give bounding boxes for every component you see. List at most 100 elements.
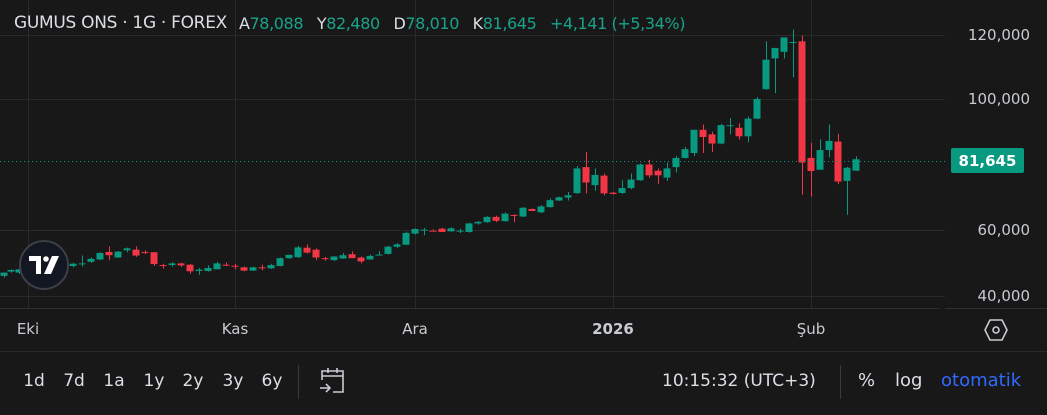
tradingview-logo-icon bbox=[29, 256, 59, 274]
candle bbox=[384, 245, 392, 255]
candle bbox=[834, 133, 842, 185]
candle bbox=[510, 214, 518, 223]
candle bbox=[501, 212, 509, 222]
toolbar-divider bbox=[298, 365, 299, 399]
ohlc-values: A78,088 Y82,480 D78,010 K81,645 +4,141 (… bbox=[239, 14, 685, 33]
candle bbox=[771, 47, 779, 94]
candle bbox=[735, 123, 743, 140]
chart-settings-button[interactable] bbox=[983, 318, 1009, 342]
chart-legend: GUMUS ONS · 1G · FOREX A78,088 Y82,480 D… bbox=[14, 10, 685, 36]
open-label: A bbox=[238, 13, 250, 33]
range-button-6y[interactable]: 6y bbox=[261, 371, 283, 391]
candle bbox=[357, 256, 365, 264]
candle bbox=[456, 228, 464, 233]
candle bbox=[555, 196, 563, 201]
calendar-goto-icon bbox=[320, 368, 344, 393]
candle bbox=[717, 123, 725, 145]
candle bbox=[411, 228, 419, 235]
candle bbox=[582, 152, 590, 194]
hexagon-settings-icon bbox=[984, 319, 1008, 341]
candle bbox=[528, 208, 536, 212]
candle bbox=[645, 159, 653, 178]
candle bbox=[843, 166, 851, 215]
candle bbox=[447, 227, 455, 232]
candle bbox=[627, 173, 635, 190]
candle bbox=[339, 252, 347, 259]
time-tick: 2026 bbox=[592, 320, 634, 338]
candle bbox=[114, 250, 122, 258]
candle bbox=[321, 256, 329, 261]
candle bbox=[348, 251, 356, 259]
candle bbox=[105, 246, 113, 261]
goto-date-button[interactable] bbox=[318, 366, 350, 396]
candle bbox=[222, 262, 230, 267]
candle bbox=[546, 198, 554, 208]
range-button-1d[interactable]: 1d bbox=[23, 371, 45, 391]
change-value: +4,141 (+5,34%) bbox=[550, 13, 686, 33]
candle bbox=[78, 255, 86, 267]
range-button-3y[interactable]: 3y bbox=[222, 371, 244, 391]
log-scale-toggle[interactable]: log bbox=[895, 370, 923, 391]
candle bbox=[852, 156, 860, 172]
range-button-1a[interactable]: 1a bbox=[103, 371, 125, 391]
candle bbox=[186, 264, 194, 274]
price-tick: 60,000 bbox=[977, 221, 1031, 239]
timezone-clock[interactable]: 10:15:32 (UTC+3) bbox=[662, 371, 816, 391]
range-button-1y[interactable]: 1y bbox=[143, 371, 165, 391]
percent-scale-toggle[interactable]: % bbox=[858, 370, 876, 391]
candle bbox=[573, 166, 581, 194]
candle bbox=[0, 272, 8, 278]
candle bbox=[474, 221, 482, 225]
candle bbox=[375, 250, 383, 256]
candle bbox=[69, 262, 77, 268]
candle bbox=[483, 216, 491, 223]
last-price-tag: 81,645 bbox=[951, 148, 1024, 173]
candle bbox=[654, 168, 662, 184]
candle bbox=[591, 168, 599, 191]
candle bbox=[195, 267, 203, 275]
candles bbox=[0, 29, 860, 278]
candle bbox=[609, 192, 617, 195]
candle bbox=[258, 264, 266, 271]
candle bbox=[519, 207, 527, 217]
candle bbox=[744, 116, 752, 143]
candle bbox=[465, 222, 473, 233]
candle bbox=[249, 266, 257, 271]
candle bbox=[672, 155, 680, 173]
candle bbox=[600, 173, 608, 196]
candle bbox=[123, 247, 131, 253]
candle bbox=[429, 229, 437, 232]
close-label: K bbox=[472, 13, 483, 33]
candle bbox=[267, 263, 275, 269]
candle bbox=[753, 97, 761, 120]
time-tick: Ara bbox=[402, 320, 428, 338]
candle bbox=[420, 228, 428, 236]
time-tick: Şub bbox=[796, 320, 826, 338]
candle bbox=[285, 254, 293, 259]
candle bbox=[636, 163, 644, 181]
high-label: Y bbox=[316, 13, 327, 33]
time-tick: Eki bbox=[16, 320, 40, 338]
tradingview-logo[interactable] bbox=[19, 240, 69, 290]
price-tick: 100,000 bbox=[967, 90, 1030, 108]
candle bbox=[276, 257, 284, 267]
candle bbox=[87, 257, 95, 263]
range-button-2y[interactable]: 2y bbox=[182, 371, 204, 391]
candle bbox=[402, 231, 410, 246]
candle bbox=[213, 261, 221, 270]
low-value: 78,010 bbox=[405, 13, 459, 33]
candle bbox=[537, 205, 545, 213]
candle bbox=[168, 262, 176, 267]
candlestick-chart[interactable] bbox=[0, 0, 1047, 351]
range-button-7d[interactable]: 7d bbox=[63, 371, 85, 391]
auto-scale-toggle[interactable]: otomatik bbox=[941, 370, 1022, 391]
symbol-title[interactable]: GUMUS ONS · 1G · FOREX bbox=[14, 13, 227, 33]
candle bbox=[159, 263, 167, 269]
candle bbox=[240, 266, 248, 272]
candle bbox=[294, 245, 302, 258]
candle bbox=[798, 35, 806, 195]
candle bbox=[492, 215, 500, 223]
candle bbox=[303, 244, 311, 254]
candle bbox=[708, 131, 716, 153]
candle bbox=[312, 248, 320, 261]
